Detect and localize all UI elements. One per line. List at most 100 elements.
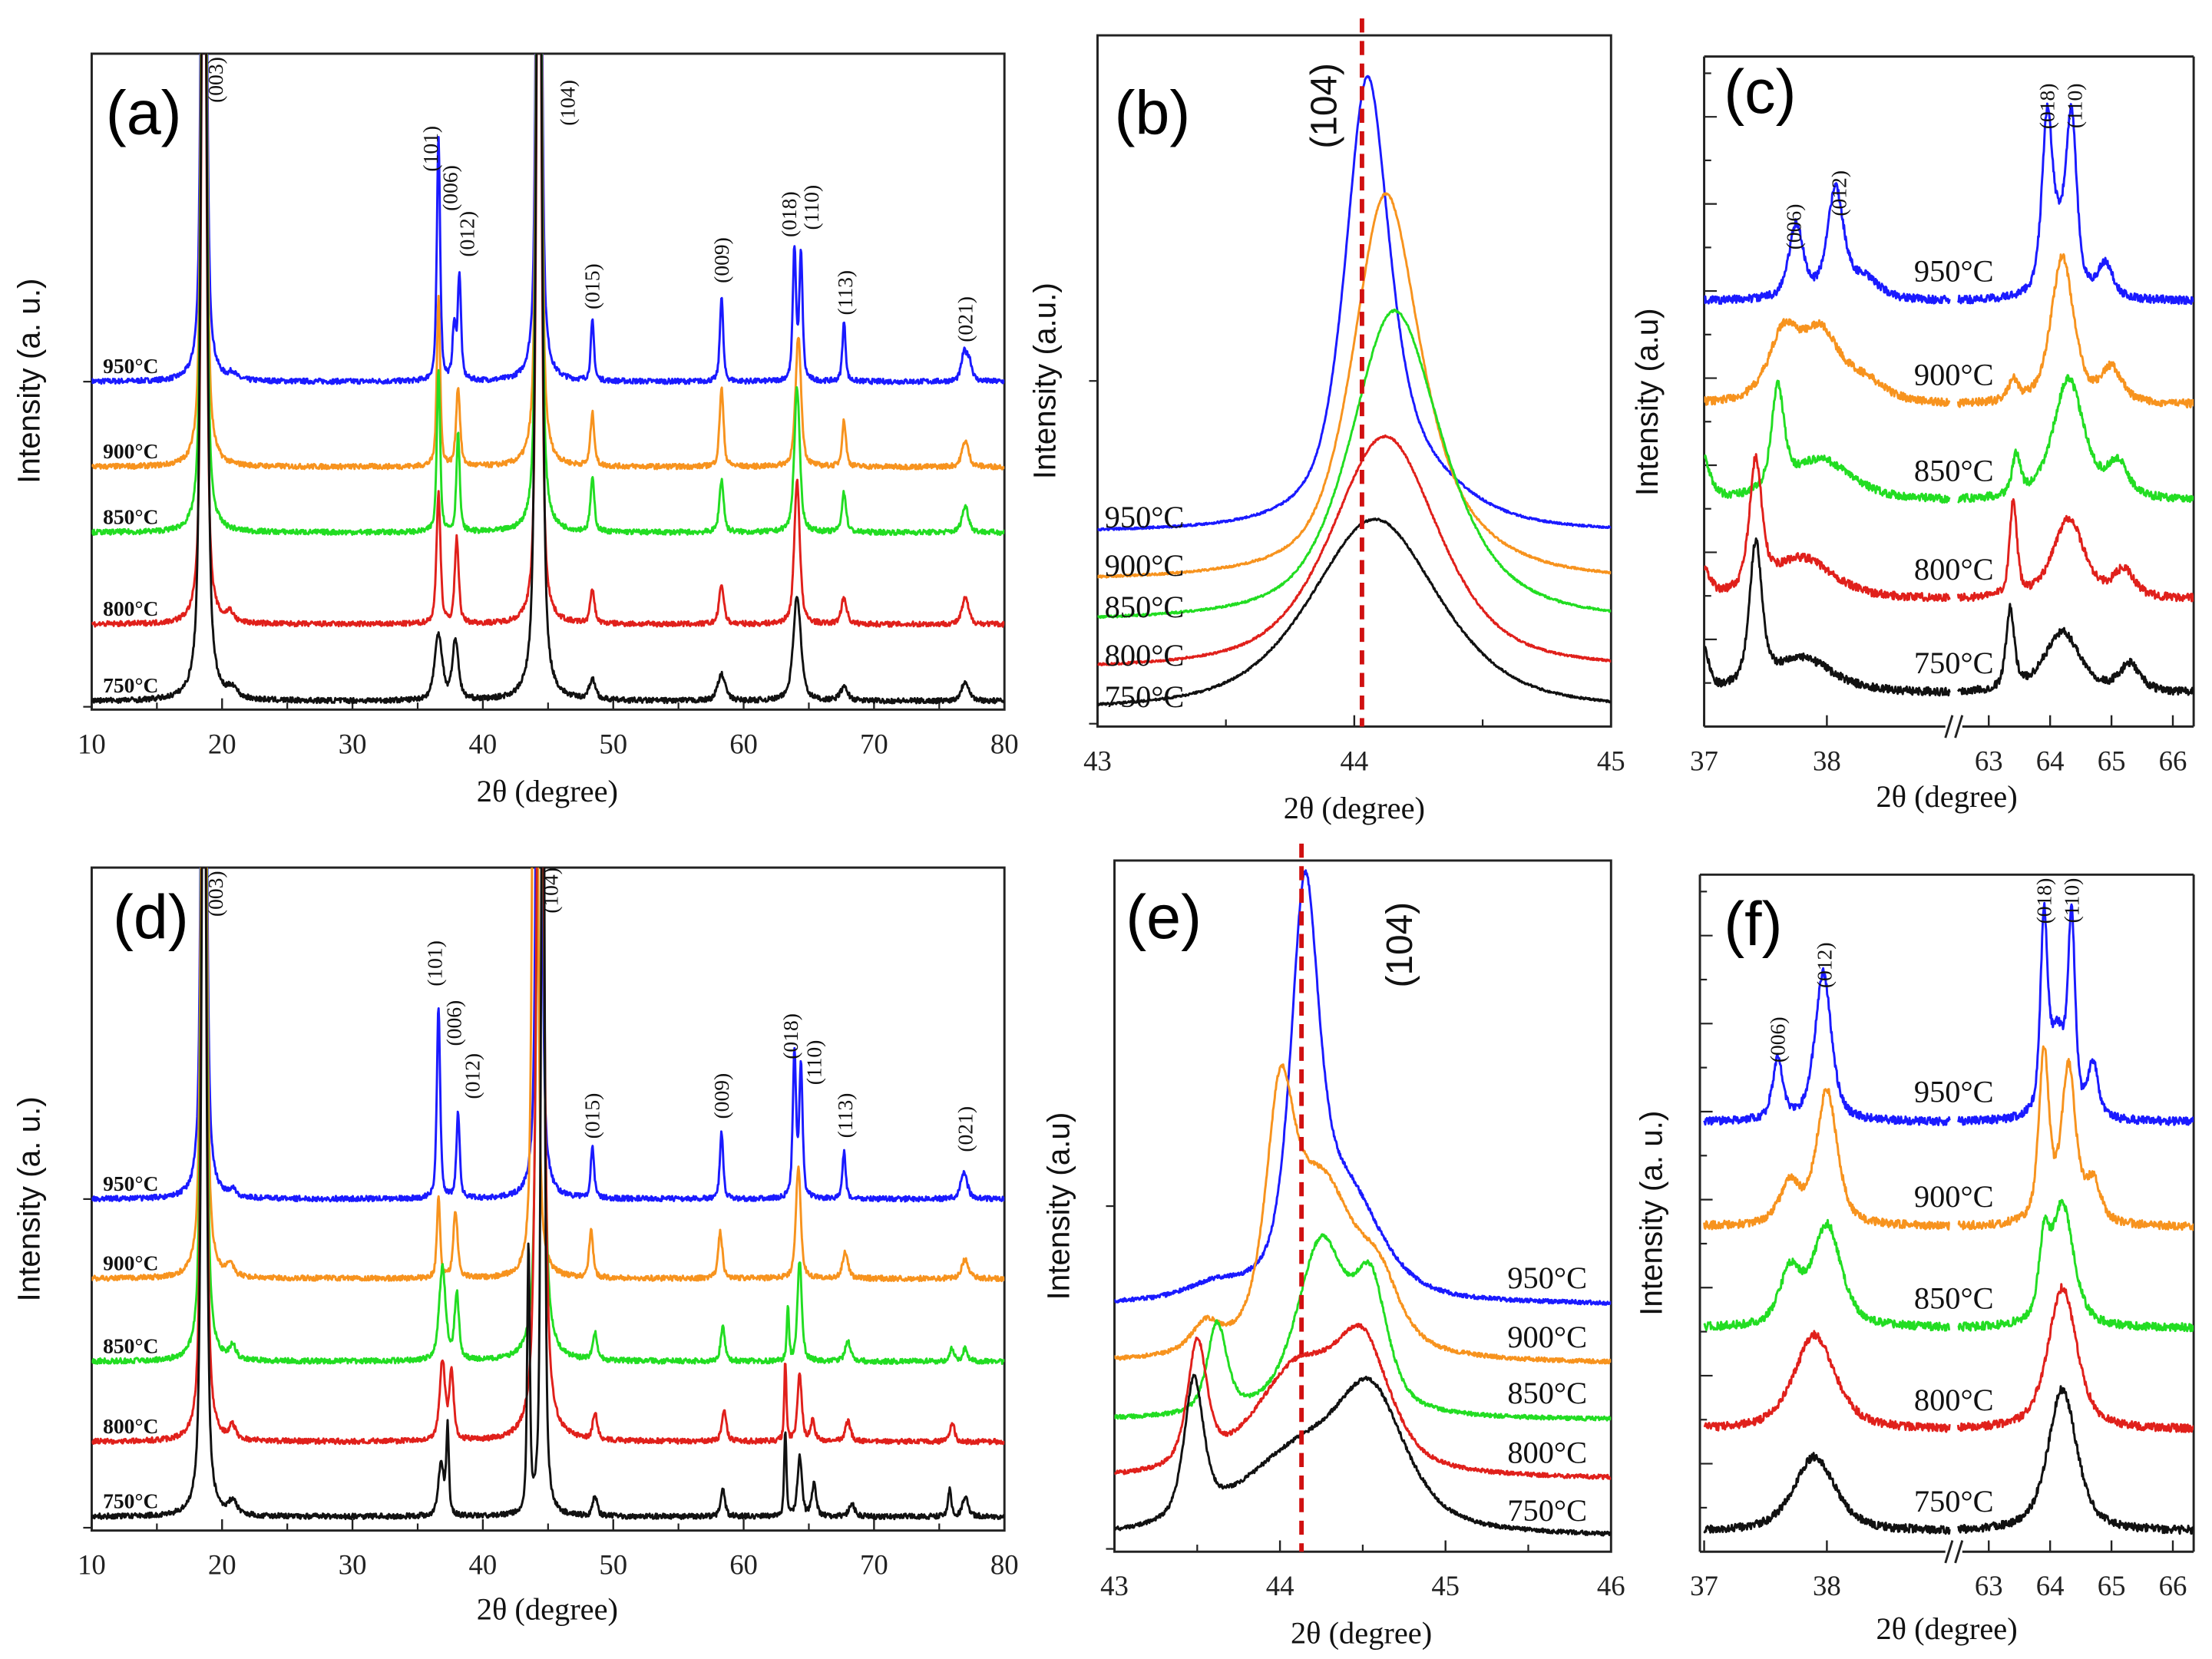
- series-line-750: [91, 53, 1005, 705]
- peak-annotation: (009): [709, 1073, 733, 1119]
- x-tick-label: 45: [1597, 745, 1625, 776]
- series-label: 750°C: [1507, 1493, 1587, 1528]
- series-line-750: [1114, 1373, 1612, 1537]
- peak-annotation: (110): [2062, 84, 2086, 129]
- axis-break-mark: [1954, 715, 1964, 739]
- series-line-750: [1703, 1385, 2194, 1535]
- series-label: 800°C: [1507, 1436, 1587, 1470]
- peak-annotation: (012): [1812, 942, 1836, 988]
- peak-annotation: (021): [953, 296, 977, 342]
- x-tick-label: 70: [860, 728, 888, 759]
- axes: [1703, 55, 2195, 728]
- series-label: 800°C: [1914, 1383, 1994, 1417]
- peak-annotation: (104): [555, 80, 579, 126]
- series-line-950: [91, 53, 1005, 385]
- x-tick-label: 66: [2159, 1570, 2187, 1601]
- series-label: 900°C: [1105, 548, 1185, 583]
- axes: [1698, 873, 2195, 1553]
- series-line-800: [1097, 434, 1612, 666]
- panel-c: 37 38 63 64 65 66 950°C 900°C 850°C 800°C 750°C (00…: [1629, 55, 2195, 814]
- y-axis-label: Intensity (a. u.): [11, 1096, 46, 1301]
- series-label: 800°C: [1105, 638, 1185, 673]
- peak-annotation: (110): [802, 1040, 825, 1086]
- panel-d: 10 20 30 40 50 60 70 80 950°C 900°C 850°C 800°C 750°…: [11, 866, 1019, 1626]
- peak-annotation: (003): [203, 57, 227, 103]
- series-group: [91, 868, 1005, 1521]
- panel-a: 10 20 30 40 50 60 70 80 950°C 900°C 850°C 800°C 750°…: [11, 52, 1019, 808]
- x-tick-label: 40: [469, 1549, 498, 1581]
- x-tick-label: 38: [1813, 745, 1841, 776]
- series-group: [91, 53, 1005, 705]
- peak-annotation: (015): [580, 263, 604, 309]
- series-group: [1097, 74, 1612, 707]
- series-group: [1703, 901, 2194, 1535]
- x-tick-label: 10: [78, 1549, 106, 1581]
- x-tick-label: 65: [2098, 745, 2126, 776]
- peak-annotation: (110): [2059, 878, 2083, 924]
- series-label: 750°C: [1914, 1484, 1994, 1519]
- panel-e: 43 44 45 46 950°C 900°C 850°C 800°C 750°C (104) (e…: [1041, 843, 1625, 1651]
- x-tick-label: 60: [729, 1549, 758, 1581]
- peak-annotation: (101): [418, 126, 442, 172]
- series-line-900: [1097, 192, 1612, 579]
- series-label: 950°C: [1105, 500, 1185, 534]
- peak-annotation: (018): [777, 191, 801, 237]
- axis-break-mark: [1954, 1540, 1964, 1564]
- series-label: 950°C: [103, 354, 158, 378]
- peak-annotation: (009): [709, 237, 733, 283]
- x-tick-label: 40: [469, 728, 498, 759]
- y-axis-label: Intensity (a. u.): [1633, 1111, 1668, 1316]
- series-line-850: [1114, 1233, 1612, 1422]
- x-tick-label: 43: [1100, 1570, 1129, 1601]
- series-line-900: [1703, 1045, 2194, 1231]
- series-line-900: [1704, 253, 2194, 409]
- series-label: 850°C: [103, 1333, 158, 1357]
- x-tick-label: 66: [2159, 745, 2187, 776]
- x-axis-label: 2θ (degree): [1876, 1611, 2017, 1646]
- series-line-800: [1703, 1283, 2194, 1433]
- peak-annotation: (006): [1766, 1017, 1790, 1063]
- series-label: 800°C: [1914, 552, 1994, 587]
- x-tick-label: 45: [1431, 1570, 1460, 1601]
- peak-annotation: (110): [799, 185, 823, 230]
- panel-label: (e): [1126, 883, 1202, 952]
- x-tick-label: 44: [1266, 1570, 1294, 1601]
- series-label: 800°C: [103, 1414, 158, 1438]
- series-label: 850°C: [1105, 590, 1185, 624]
- x-tick-label: 38: [1813, 1570, 1841, 1601]
- x-tick-label: 44: [1341, 745, 1369, 776]
- x-tick-label: 20: [208, 1549, 236, 1581]
- x-tick-label: 10: [78, 728, 106, 759]
- peak-annotation: (012): [1827, 170, 1851, 216]
- series-line-850: [91, 868, 1005, 1365]
- panel-label: (f): [1724, 890, 1782, 959]
- series-label: 950°C: [1507, 1261, 1587, 1295]
- peak-annotation: (012): [461, 1053, 484, 1099]
- peak-annotation: (012): [455, 211, 479, 257]
- axis-break-mark: [1944, 1540, 1954, 1564]
- x-tick-label: 65: [2098, 1570, 2126, 1601]
- y-axis-label: Intensity (a.u): [1041, 1112, 1076, 1300]
- series-line-950: [1097, 74, 1612, 532]
- series-line-800: [91, 868, 1005, 1446]
- series-label: 750°C: [1914, 646, 1994, 680]
- series-line-950: [1704, 102, 2194, 306]
- series-label: 850°C: [1507, 1376, 1587, 1410]
- x-tick-label: 64: [2036, 1570, 2065, 1601]
- x-axis-label: 2θ (degree): [1284, 791, 1425, 825]
- x-axis-label: 2θ (degree): [477, 1591, 618, 1626]
- peak-annotation: (006): [438, 165, 462, 211]
- x-axis-label: 2θ (degree): [1291, 1616, 1432, 1651]
- panel-label: (a): [106, 79, 182, 148]
- panel-label: (b): [1115, 79, 1191, 148]
- series-label: 750°C: [103, 673, 158, 697]
- series-line-850: [1704, 374, 2194, 504]
- x-tick-label: 80: [990, 728, 1019, 759]
- series-line-900: [91, 53, 1005, 471]
- series-group: [1114, 869, 1612, 1537]
- y-axis-label: Intensity (a. u.): [11, 279, 46, 484]
- x-tick-label: 80: [990, 1549, 1019, 1581]
- panel-b: 43 44 45 950°C 900°C 850°C 800°C 750°C (104) (b) 2…: [1027, 18, 1625, 825]
- x-tick-label: 50: [599, 728, 627, 759]
